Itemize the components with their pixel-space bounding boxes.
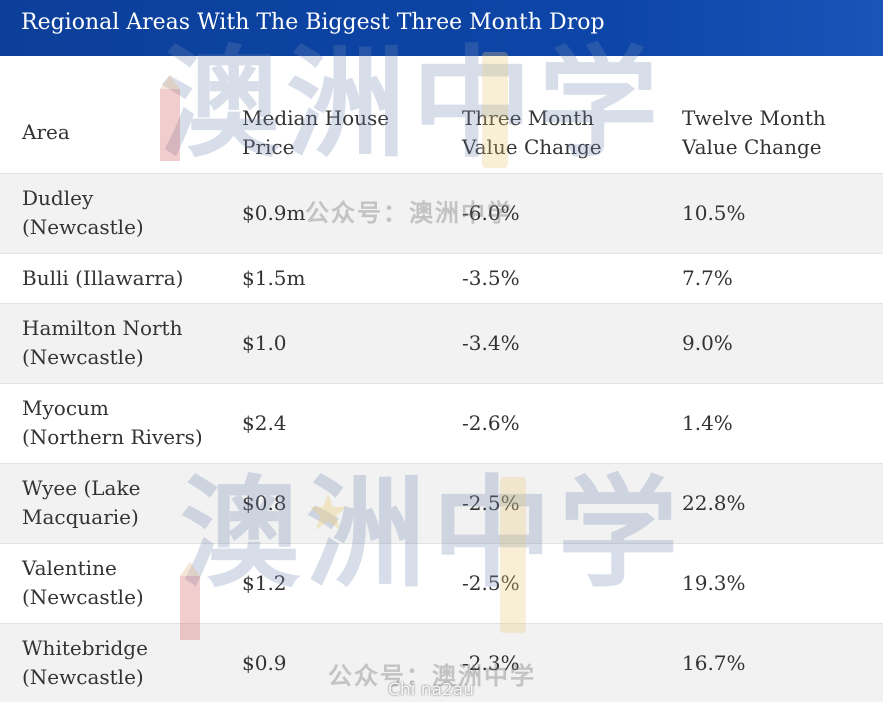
- cell-twelve-month: 22.8%: [660, 463, 883, 544]
- table-row: Wyee (Lake Macquarie) $0.8 -2.5% 22.8%: [0, 463, 883, 544]
- column-header-three-month-change: Three Month Value Change: [440, 93, 660, 174]
- cell-price: $1.5m: [220, 253, 440, 304]
- cell-price: $0.8: [220, 463, 440, 544]
- cell-area: Hamilton North (Newcastle): [0, 303, 220, 384]
- cell-area: Myocum (Northern Rivers): [0, 383, 220, 464]
- cell-twelve-month: 9.0%: [660, 303, 883, 384]
- table-row: Bulli (Illawarra) $1.5m -3.5% 7.7%: [0, 253, 883, 304]
- table-row: Myocum (Northern Rivers) $2.4 -2.6% 1.4%: [0, 383, 883, 464]
- cell-area: Dudley (Newcastle): [0, 173, 220, 254]
- cell-price: $0.9m: [220, 173, 440, 254]
- cell-price: $2.4: [220, 383, 440, 464]
- cell-three-month: -2.3%: [440, 623, 660, 702]
- cell-twelve-month: 7.7%: [660, 253, 883, 304]
- cell-area: Whitebridge (Newcastle): [0, 623, 220, 702]
- cell-area: Bulli (Illawarra): [0, 253, 220, 304]
- table-row: Hamilton North (Newcastle) $1.0 -3.4% 9.…: [0, 303, 883, 384]
- cell-three-month: -6.0%: [440, 173, 660, 254]
- cell-twelve-month: 16.7%: [660, 623, 883, 702]
- table-title: Regional Areas With The Biggest Three Mo…: [0, 0, 883, 56]
- regional-areas-table: Area Median House Price Three Month Valu…: [0, 93, 883, 702]
- cell-price: $0.9: [220, 623, 440, 702]
- column-header-area: Area: [0, 93, 220, 174]
- cell-three-month: -3.5%: [440, 253, 660, 304]
- cell-price: $1.0: [220, 303, 440, 384]
- cell-three-month: -3.4%: [440, 303, 660, 384]
- cell-twelve-month: 10.5%: [660, 173, 883, 254]
- cell-three-month: -2.5%: [440, 543, 660, 624]
- cell-twelve-month: 19.3%: [660, 543, 883, 624]
- cell-area: Wyee (Lake Macquarie): [0, 463, 220, 544]
- title-spacer: [0, 56, 883, 94]
- cell-three-month: -2.6%: [440, 383, 660, 464]
- cell-three-month: -2.5%: [440, 463, 660, 544]
- table-header-row: Area Median House Price Three Month Valu…: [0, 93, 883, 174]
- cell-twelve-month: 1.4%: [660, 383, 883, 464]
- table-row: Whitebridge (Newcastle) $0.9 -2.3% 16.7%: [0, 623, 883, 702]
- table-row: Dudley (Newcastle) $0.9m -6.0% 10.5%: [0, 173, 883, 254]
- cell-price: $1.2: [220, 543, 440, 624]
- cell-area: Valentine (Newcastle): [0, 543, 220, 624]
- column-header-median-house-price: Median House Price: [220, 93, 440, 174]
- column-header-twelve-month-change: Twelve Month Value Change: [660, 93, 883, 174]
- table-row: Valentine (Newcastle) $1.2 -2.5% 19.3%: [0, 543, 883, 624]
